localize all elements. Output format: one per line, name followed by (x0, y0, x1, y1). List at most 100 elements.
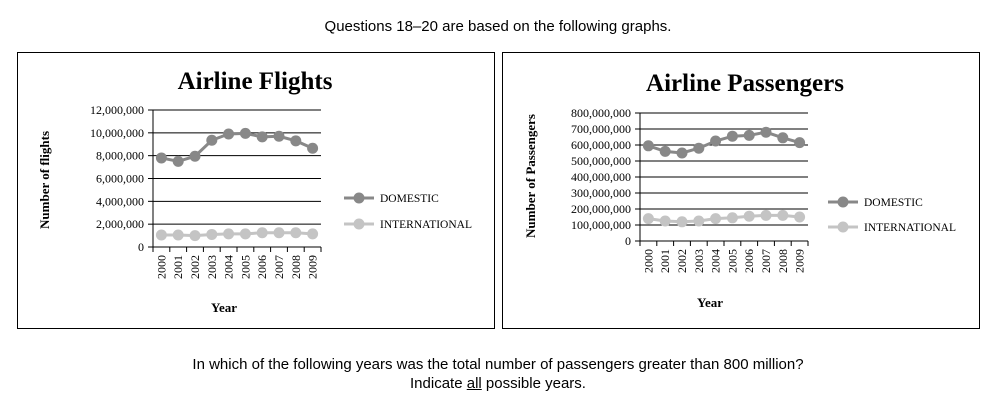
flights-x-tick-label: 2008 (289, 255, 303, 279)
passengers-y-tick-label: 700,000,000 (571, 122, 631, 136)
flights-data-point (273, 227, 285, 239)
passengers-data-point (693, 142, 705, 154)
flights-data-point (155, 229, 167, 241)
flights-data-point (223, 128, 235, 140)
passengers-data-point (726, 212, 738, 224)
passengers-legend-label: DOMESTIC (864, 197, 923, 209)
flights-legend-label: DOMESTIC (380, 193, 439, 205)
passengers-x-tick-label: 2000 (641, 249, 655, 273)
flights-x-tick-label: 2003 (205, 255, 219, 279)
flights-title: Airline Flights (178, 68, 333, 95)
flights-data-point (155, 152, 167, 164)
passengers-data-point (710, 213, 722, 225)
flights-y-tick-label: 4,000,000 (96, 194, 144, 208)
flights-data-point (307, 228, 319, 240)
passengers-data-point (726, 130, 738, 142)
passengers-data-point (743, 210, 755, 222)
flights-data-point (256, 131, 268, 143)
flights-x-tick-label: 2009 (306, 255, 320, 279)
passengers-y-tick-label: 500,000,000 (571, 154, 631, 168)
passengers-data-point (676, 147, 688, 159)
flights-data-point (206, 134, 218, 146)
flights-data-point (273, 130, 285, 142)
question-instruction-prefix: Indicate (410, 375, 467, 392)
passengers-y-axis-label: Number of Passengers (523, 114, 538, 238)
flights-x-tick-label: 2007 (272, 255, 286, 279)
passengers-data-point (777, 132, 789, 144)
passengers-y-tick-label: 0 (625, 234, 631, 248)
passengers-series-line-1 (648, 213, 800, 224)
flights-data-point (189, 230, 201, 242)
flights-y-axis-label: Number of flights (37, 131, 52, 229)
flights-series-line-0 (161, 131, 314, 163)
flights-x-tick-label: 2000 (154, 255, 168, 279)
flights-data-point (223, 228, 235, 240)
passengers-data-point (760, 126, 772, 138)
passengers-data-point (693, 215, 705, 227)
passengers-legend-label: INTERNATIONAL (864, 222, 956, 234)
question-text: In which of the following years was the … (0, 355, 996, 393)
passengers-x-tick-label: 2008 (776, 249, 790, 273)
passengers-y-tick-label: 300,000,000 (571, 186, 631, 200)
flights-data-point (172, 155, 184, 167)
passengers-data-point (642, 140, 654, 152)
passengers-x-axis-label: Year (697, 295, 723, 310)
page-heading: Questions 18–20 are based on the followi… (324, 18, 672, 35)
passengers-y-tick-label: 800,000,000 (571, 106, 631, 120)
question-line-2: Indicate all possible years. (0, 374, 996, 393)
flights-data-point (256, 227, 268, 239)
passengers-legend-swatch-marker (837, 221, 849, 233)
passengers-chart-panel: Airline Passengers Number of Passengers 0 1… (502, 52, 980, 329)
flights-legend-swatch-marker (353, 218, 365, 230)
flights-x-tick-label: 2005 (238, 255, 252, 279)
flights-chart-panel: Airline Flights Number of flights 0 2,000,0… (17, 52, 495, 329)
flights-y-tick-label: 0 (138, 240, 144, 254)
passengers-y-tick-label: 600,000,000 (571, 138, 631, 152)
question-instruction-emphasis: all (466, 375, 482, 392)
flights-x-tick-label: 2001 (171, 255, 185, 279)
passengers-data-point (676, 216, 688, 228)
question-line-1: In which of the following years was the … (192, 356, 804, 373)
passengers-data-point (777, 209, 789, 221)
passengers-data-point (794, 137, 806, 149)
passengers-y-tick-label: 200,000,000 (571, 202, 631, 216)
flights-y-tick-label: 8,000,000 (96, 149, 144, 163)
question-instruction-suffix: possible years. (481, 375, 586, 392)
flights-x-tick-label: 2006 (255, 255, 269, 279)
passengers-data-point (760, 209, 772, 221)
passengers-data-point (710, 135, 722, 147)
flights-x-tick-label: 2004 (222, 255, 236, 279)
flights-data-point (290, 227, 302, 239)
flights-y-tick-label: 6,000,000 (96, 172, 144, 186)
flights-data-point (239, 127, 251, 139)
passengers-data-point (794, 211, 806, 223)
flights-data-point (189, 150, 201, 162)
passengers-x-tick-label: 2001 (658, 249, 672, 273)
flights-legend-label: INTERNATIONAL (380, 219, 472, 231)
passengers-legend-swatch-marker (837, 196, 849, 208)
flights-data-point (239, 228, 251, 240)
flights-y-tick-label: 2,000,000 (96, 217, 144, 231)
passengers-x-tick-label: 2004 (709, 249, 723, 273)
passengers-x-tick-label: 2003 (692, 249, 706, 273)
flights-legend-swatch-marker (353, 192, 365, 204)
flights-y-tick-label: 12,000,000 (90, 103, 144, 117)
flights-data-point (290, 135, 302, 147)
passengers-x-tick-label: 2002 (675, 249, 689, 273)
passengers-data-point (659, 215, 671, 227)
passengers-x-tick-label: 2007 (759, 249, 773, 273)
flights-data-point (307, 142, 319, 154)
passengers-y-tick-label: 400,000,000 (571, 170, 631, 184)
flights-y-tick-label: 10,000,000 (90, 126, 144, 140)
flights-data-point (172, 229, 184, 241)
passengers-x-tick-label: 2009 (793, 249, 807, 273)
flights-data-point (206, 228, 218, 240)
flights-series-line-1 (161, 231, 313, 238)
flights-chart: Airline Flights Number of flights 0 2,000,0… (37, 68, 472, 315)
passengers-data-point (743, 129, 755, 141)
flights-x-axis-label: Year (211, 300, 237, 315)
passengers-data-point (659, 145, 671, 157)
flights-x-tick-label: 2002 (188, 255, 202, 279)
passengers-y-tick-label: 100,000,000 (571, 218, 631, 232)
passengers-x-tick-label: 2006 (742, 249, 756, 273)
